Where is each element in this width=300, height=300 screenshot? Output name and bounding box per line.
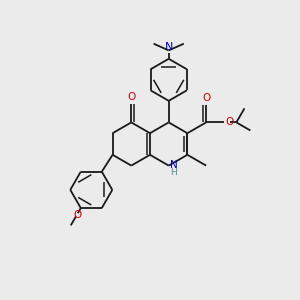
- Text: N: N: [170, 160, 178, 170]
- Text: H: H: [170, 168, 177, 177]
- Text: O: O: [226, 117, 234, 128]
- Text: O: O: [73, 209, 81, 220]
- Text: N: N: [164, 42, 173, 52]
- Text: O: O: [127, 92, 135, 102]
- Text: O: O: [202, 93, 210, 103]
